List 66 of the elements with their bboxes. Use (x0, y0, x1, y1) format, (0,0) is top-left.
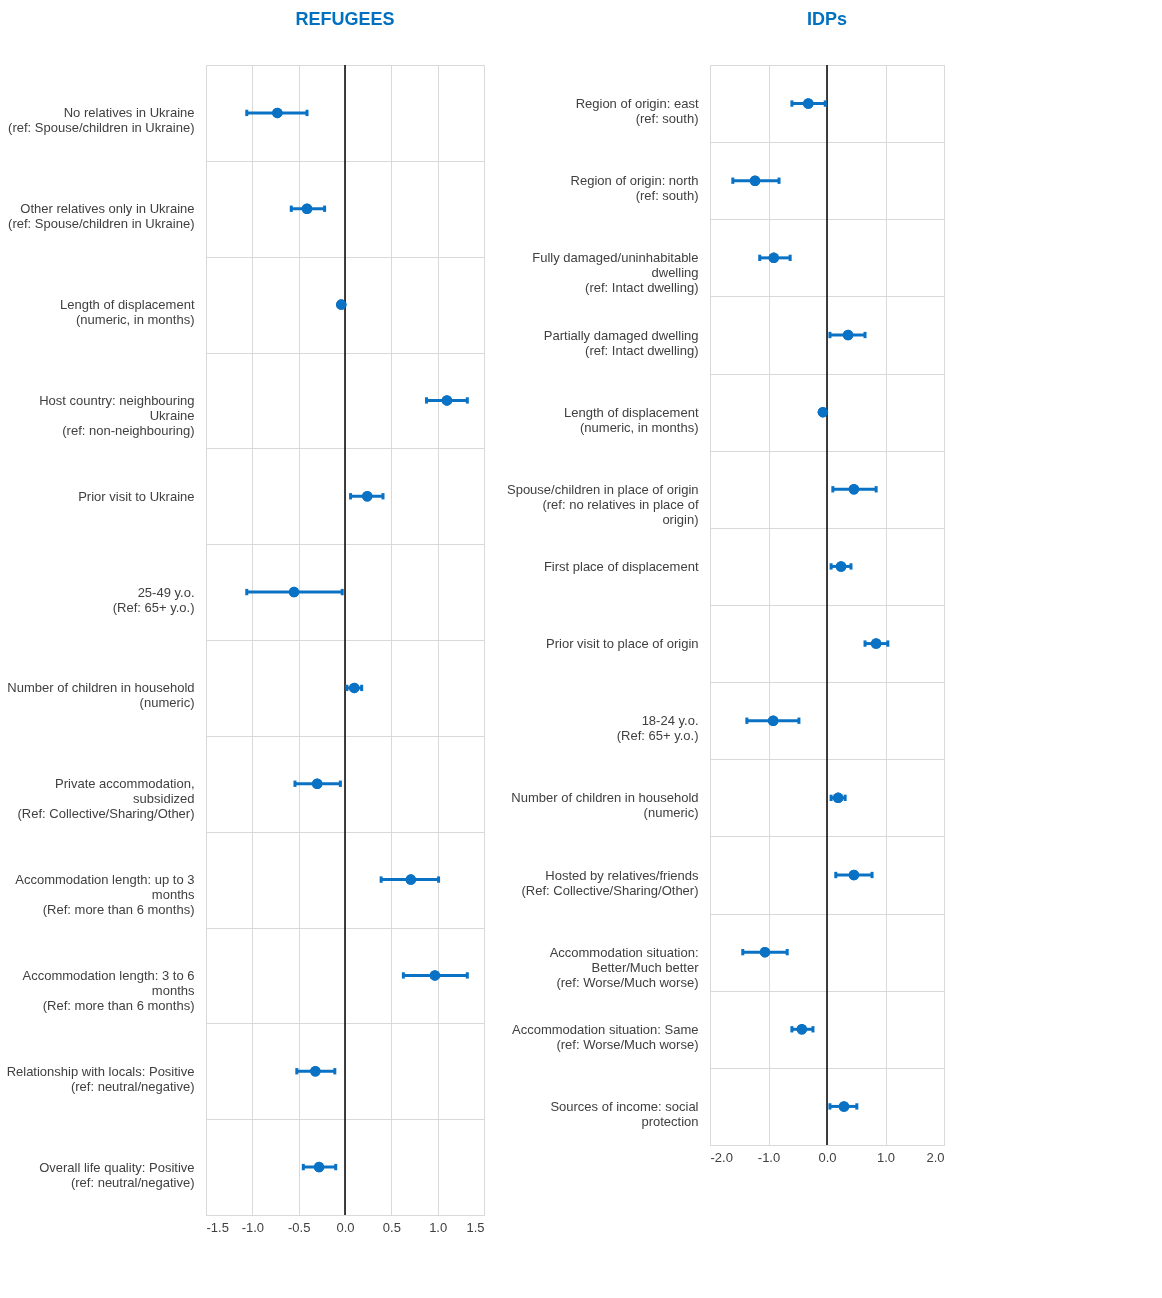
point (817, 406, 829, 418)
chart-title: REFUGEES (295, 9, 395, 29)
y-tick-label: Region of origin: east (ref: south) (575, 96, 699, 127)
point (288, 586, 300, 598)
y-tick-label: Fully damaged/uninhabitable dwelling (ref: Intact dwelling) (532, 250, 699, 296)
point (301, 203, 313, 214)
x-tick-label: 1.0 (429, 1219, 448, 1235)
x-tick-label: 1.5 (466, 1219, 485, 1235)
y-tick-label: Partially damaged dwelling (ref: Intact dwelling) (543, 327, 699, 358)
y-tick-label: Length of displacement (numeric, in months) (564, 404, 699, 435)
point (336, 299, 347, 310)
y-tick-label: First place of displacement (543, 558, 699, 574)
point (759, 946, 771, 958)
chart-title: IDPs (806, 9, 848, 29)
point (832, 792, 844, 804)
y-tick-label: Hosted by relatives/friends (Ref: Collective/Sharing/Other) (521, 867, 699, 898)
y-tick-label: Overall life quality: Positive (ref: neutral/negative) (39, 1159, 195, 1190)
point (272, 107, 283, 119)
point (310, 1066, 321, 1077)
x-tick-label: 0.5 (382, 1219, 401, 1235)
y-tick-label: Accommodation situation: Same (ref: Worse/Much worse) (512, 1021, 699, 1052)
point (429, 970, 441, 981)
point (405, 874, 417, 885)
x-tick-label: 0.0 (818, 1149, 837, 1165)
y-tick-label: Accommodation length: 3 to 6 months (Ref: more than 6 months) (22, 967, 195, 1013)
y-tick-label: Length of displacement (numeric, in months) (60, 297, 195, 328)
point (838, 1101, 850, 1112)
y-tick-label: Relationship with locals: Positive (ref: neutral/negative) (6, 1063, 195, 1094)
y-tick-label: 25-49 y.o. (Ref: 65+ y.o.) (112, 584, 195, 615)
y-tick-label: No relatives in Ukraine (ref: Spouse/children in Ukraine) (8, 105, 195, 136)
point (870, 638, 882, 649)
y-tick-label: Sources of income: social protection (550, 1098, 699, 1129)
y-tick-label: Accommodation length: up to 3 months (Ref: more than 6 months) (15, 872, 195, 918)
y-tick-label: Region of origin: north (ref: south) (570, 173, 699, 204)
point (749, 175, 761, 186)
x-tick-label: -0.5 (287, 1219, 311, 1235)
point (848, 869, 860, 881)
y-tick-label: Private accommodation, subsidized (Ref: Collective/Sharing/Other) (17, 776, 195, 822)
y-tick-label: Host country: neighbouring Ukraine (ref: non-neighbouring) (39, 392, 195, 438)
x-tick-label: 2.0 (926, 1149, 945, 1165)
x-tick-label: -1.5 (206, 1219, 229, 1235)
y-tick-label: Prior visit to Ukraine (78, 488, 195, 504)
y-tick-label: Spouse/children in place of origin (ref: no relatives in place of origin) (506, 481, 699, 527)
y-tick-label: Number of children in household (numeric) (511, 790, 699, 821)
y-tick-label: Number of children in household (numeric) (7, 680, 195, 711)
point (842, 329, 854, 341)
x-tick-label: -1.0 (757, 1149, 781, 1165)
point (796, 1024, 808, 1035)
point (848, 484, 860, 495)
y-tick-label: Prior visit to place of origin (546, 636, 699, 652)
point (311, 778, 323, 789)
x-tick-label: -2.0 (710, 1149, 733, 1165)
x-tick-label: 1.0 (876, 1149, 896, 1165)
point (768, 252, 780, 264)
point (441, 395, 453, 406)
y-tick-label: 18-24 y.o. (Ref: 65+ y.o.) (616, 713, 699, 744)
x-tick-label: -1.0 (241, 1219, 265, 1235)
point (349, 682, 360, 694)
y-tick-label: Other relatives only in Ukraine (ref: Spouse/children in Ukraine) (8, 201, 195, 232)
point (313, 1161, 325, 1173)
point (803, 98, 814, 109)
point (362, 491, 373, 502)
y-tick-label: Accommodation situation: Better/Much better (ref: Worse/Much worse) (549, 944, 700, 990)
x-tick-label: 0.0 (336, 1219, 355, 1235)
point (835, 561, 847, 572)
point (767, 715, 779, 726)
